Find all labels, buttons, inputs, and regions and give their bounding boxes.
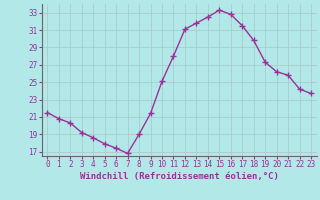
X-axis label: Windchill (Refroidissement éolien,°C): Windchill (Refroidissement éolien,°C) [80,172,279,181]
